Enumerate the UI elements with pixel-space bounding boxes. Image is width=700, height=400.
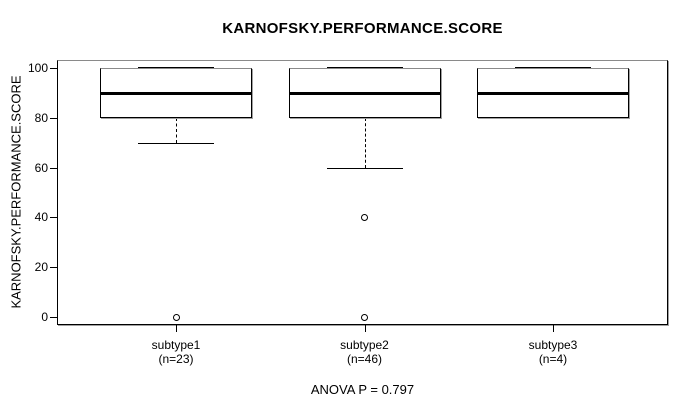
y-axis-tick — [50, 117, 57, 119]
x-axis-tick — [553, 325, 554, 332]
y-axis-tick-label: 80 — [34, 110, 48, 125]
outlier-point — [172, 313, 180, 321]
lower-whisker-line — [176, 117, 177, 143]
group-n-label: (n=23) — [158, 352, 194, 366]
x-axis-tick — [176, 325, 177, 332]
y-axis-tick — [50, 217, 57, 219]
y-axis-tick-label: 20 — [34, 260, 48, 275]
median-line — [288, 91, 441, 95]
y-axis-tick-label: 60 — [34, 160, 48, 175]
outlier-point — [361, 313, 368, 321]
y-axis-tick-label: 40 — [34, 210, 48, 225]
anova-p-label: ANOVA P = 0.797 — [310, 382, 415, 397]
lower-whisker-cap — [138, 142, 214, 144]
group-label: subtype2 (n=46) — [295, 338, 435, 366]
lower-whisker-cap — [326, 167, 403, 169]
x-axis-tick — [364, 325, 366, 332]
y-axis-tick-label: 100 — [27, 61, 48, 75]
median-line — [100, 91, 252, 95]
group-label: subtype3 (n=4) — [483, 338, 623, 366]
y-axis-tick — [50, 317, 57, 318]
chart-title: KARNOFSKY.PERFORMANCE.SCORE — [222, 20, 503, 37]
group-name-label: subtype2 — [340, 338, 389, 352]
y-axis-tick — [50, 167, 57, 169]
group-n-label: (n=46) — [346, 352, 383, 366]
group-name-label: subtype1 — [151, 338, 201, 352]
lower-whisker-line — [364, 117, 366, 168]
median-line — [477, 91, 629, 95]
y-axis-tick — [50, 68, 57, 69]
y-axis-tick — [50, 267, 57, 269]
outlier-point — [361, 213, 368, 221]
group-label: subtype1 (n=23) — [106, 338, 246, 366]
y-axis-tick-label: 0 — [41, 310, 48, 324]
group-n-label: (n=4) — [538, 352, 568, 366]
group-name-label: subtype3 — [528, 338, 578, 352]
